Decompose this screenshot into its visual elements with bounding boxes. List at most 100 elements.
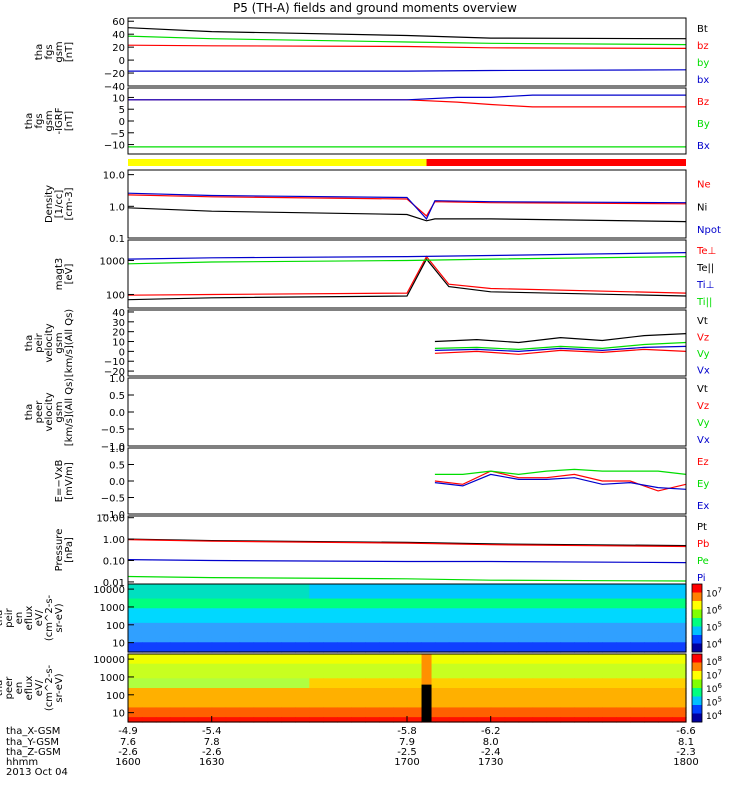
- heatmap-cell: [183, 692, 199, 699]
- heatmap-cell: [560, 588, 575, 595]
- heatmap-cell: [560, 593, 575, 600]
- heatmap-cell: [588, 673, 603, 679]
- heatmap-cell: [448, 603, 464, 609]
- y-tick-label: 1000: [100, 673, 125, 684]
- heatmap-cell: [253, 692, 269, 699]
- y-tick-label: 0.5: [109, 391, 125, 402]
- heatmap-cell: [476, 702, 492, 709]
- heatmap-cell: [183, 707, 199, 713]
- heatmap-cell: [672, 603, 687, 609]
- legend-entry: Vy: [697, 418, 710, 429]
- heatmap-cell: [267, 683, 283, 689]
- legend-entry: Ti⊥: [696, 280, 714, 291]
- heatmap-cell: [504, 588, 520, 595]
- y-axis-label-line: [cm-3]: [64, 187, 75, 220]
- heatmap-cell: [225, 663, 241, 670]
- heatmap-cell: [630, 637, 645, 643]
- y-tick-label: −40: [104, 82, 125, 93]
- y-tick-label: 60: [112, 17, 125, 28]
- heatmap-cell: [309, 632, 324, 639]
- legend-entry: Bx: [697, 141, 710, 152]
- heatmap-cell: [365, 712, 380, 718]
- heatmap-cell: [337, 688, 352, 694]
- heatmap-cell: [295, 697, 310, 704]
- heatmap-cell: [644, 717, 659, 723]
- heatmap-cell: [169, 658, 185, 665]
- heatmap-cell: [267, 702, 283, 709]
- heatmap-cell: [393, 584, 408, 590]
- heatmap-cell: [434, 702, 450, 709]
- panel-3: Density [1/cc] [cm-3]: [44, 169, 687, 239]
- heatmap-cell: [197, 673, 213, 679]
- heatmap-cell: [407, 608, 422, 614]
- heatmap-cell: [476, 608, 492, 614]
- heatmap-cell: [211, 692, 227, 699]
- heatmap-cell: [434, 632, 450, 639]
- heatmap-cell: [616, 627, 631, 634]
- heatmap-cell: [128, 654, 143, 660]
- heatmap-cell: [211, 588, 227, 595]
- heatmap-cell: [253, 618, 269, 624]
- heatmap-cell: [197, 683, 213, 689]
- heatmap-cell: [518, 603, 534, 609]
- heatmap-cell: [560, 683, 575, 689]
- panel-frame: [127, 583, 687, 653]
- heatmap-cell: [560, 613, 575, 619]
- heatmap-cell: [546, 663, 562, 670]
- series-line: [127, 538, 687, 547]
- heatmap-cell: [407, 668, 422, 675]
- heatmap-cell: [155, 647, 171, 653]
- heatmap-cell: [518, 683, 534, 689]
- heatmap-cell: [490, 692, 506, 699]
- heatmap-cell: [574, 608, 589, 614]
- heatmap-cell: [379, 627, 394, 634]
- heatmap-cell: [323, 603, 338, 609]
- series-line: [127, 256, 687, 265]
- heatmap-cell: [253, 622, 269, 629]
- heatmap-cell: [141, 712, 157, 718]
- y-tick-label: 20: [112, 328, 125, 339]
- heatmap-cell: [155, 632, 171, 639]
- heatmap-cell: [588, 603, 603, 609]
- heatmap-cell: [155, 707, 171, 713]
- heatmap-cell: [155, 588, 171, 595]
- heatmap-cell: [239, 647, 255, 653]
- heatmap-cell: [448, 608, 464, 614]
- heatmap-cell: [462, 588, 478, 595]
- heatmap-cell: [532, 673, 548, 679]
- heatmap-cell: [309, 647, 324, 653]
- heatmap-cell: [476, 593, 492, 600]
- heatmap-cell: [448, 654, 464, 660]
- heatmap-cell: [574, 702, 589, 709]
- heatmap-cell: [323, 692, 338, 699]
- heatmap-cell: [504, 683, 520, 689]
- heatmap-cell: [476, 668, 492, 675]
- heatmap-cell: [393, 663, 408, 670]
- heatmap-cell: [504, 613, 520, 619]
- x-value-y-gsm: 7.9: [399, 737, 415, 748]
- legend-entry: Pt: [697, 522, 707, 533]
- x-value-time: 1700: [394, 757, 419, 768]
- heatmap-cell: [407, 707, 422, 713]
- heatmap-cell: [239, 717, 255, 723]
- heatmap-cell: [281, 622, 296, 629]
- heatmap-cell: [197, 702, 213, 709]
- heatmap-cell: [602, 707, 617, 713]
- heatmap-cell: [490, 647, 506, 653]
- heatmap-cell: [309, 702, 324, 709]
- heatmap-cell: [281, 632, 296, 639]
- x-value-z-gsm: -2.6: [118, 747, 138, 758]
- y-axis-label-line: peer: [34, 400, 45, 424]
- heatmap-cell: [225, 658, 241, 665]
- series-line: [434, 348, 687, 355]
- y-axis-label-line: magt3: [54, 258, 65, 291]
- heatmap-cell: [267, 658, 283, 665]
- heatmap-cell: [504, 678, 520, 684]
- heatmap-cell: [169, 613, 185, 619]
- heatmap-cell: [630, 613, 645, 619]
- heatmap-cell: [476, 618, 492, 624]
- heatmap-cell: [630, 692, 645, 699]
- heatmap-cell: [588, 678, 603, 684]
- y-axis-label-line: velocity: [44, 323, 55, 362]
- heatmap-cell: [490, 627, 506, 634]
